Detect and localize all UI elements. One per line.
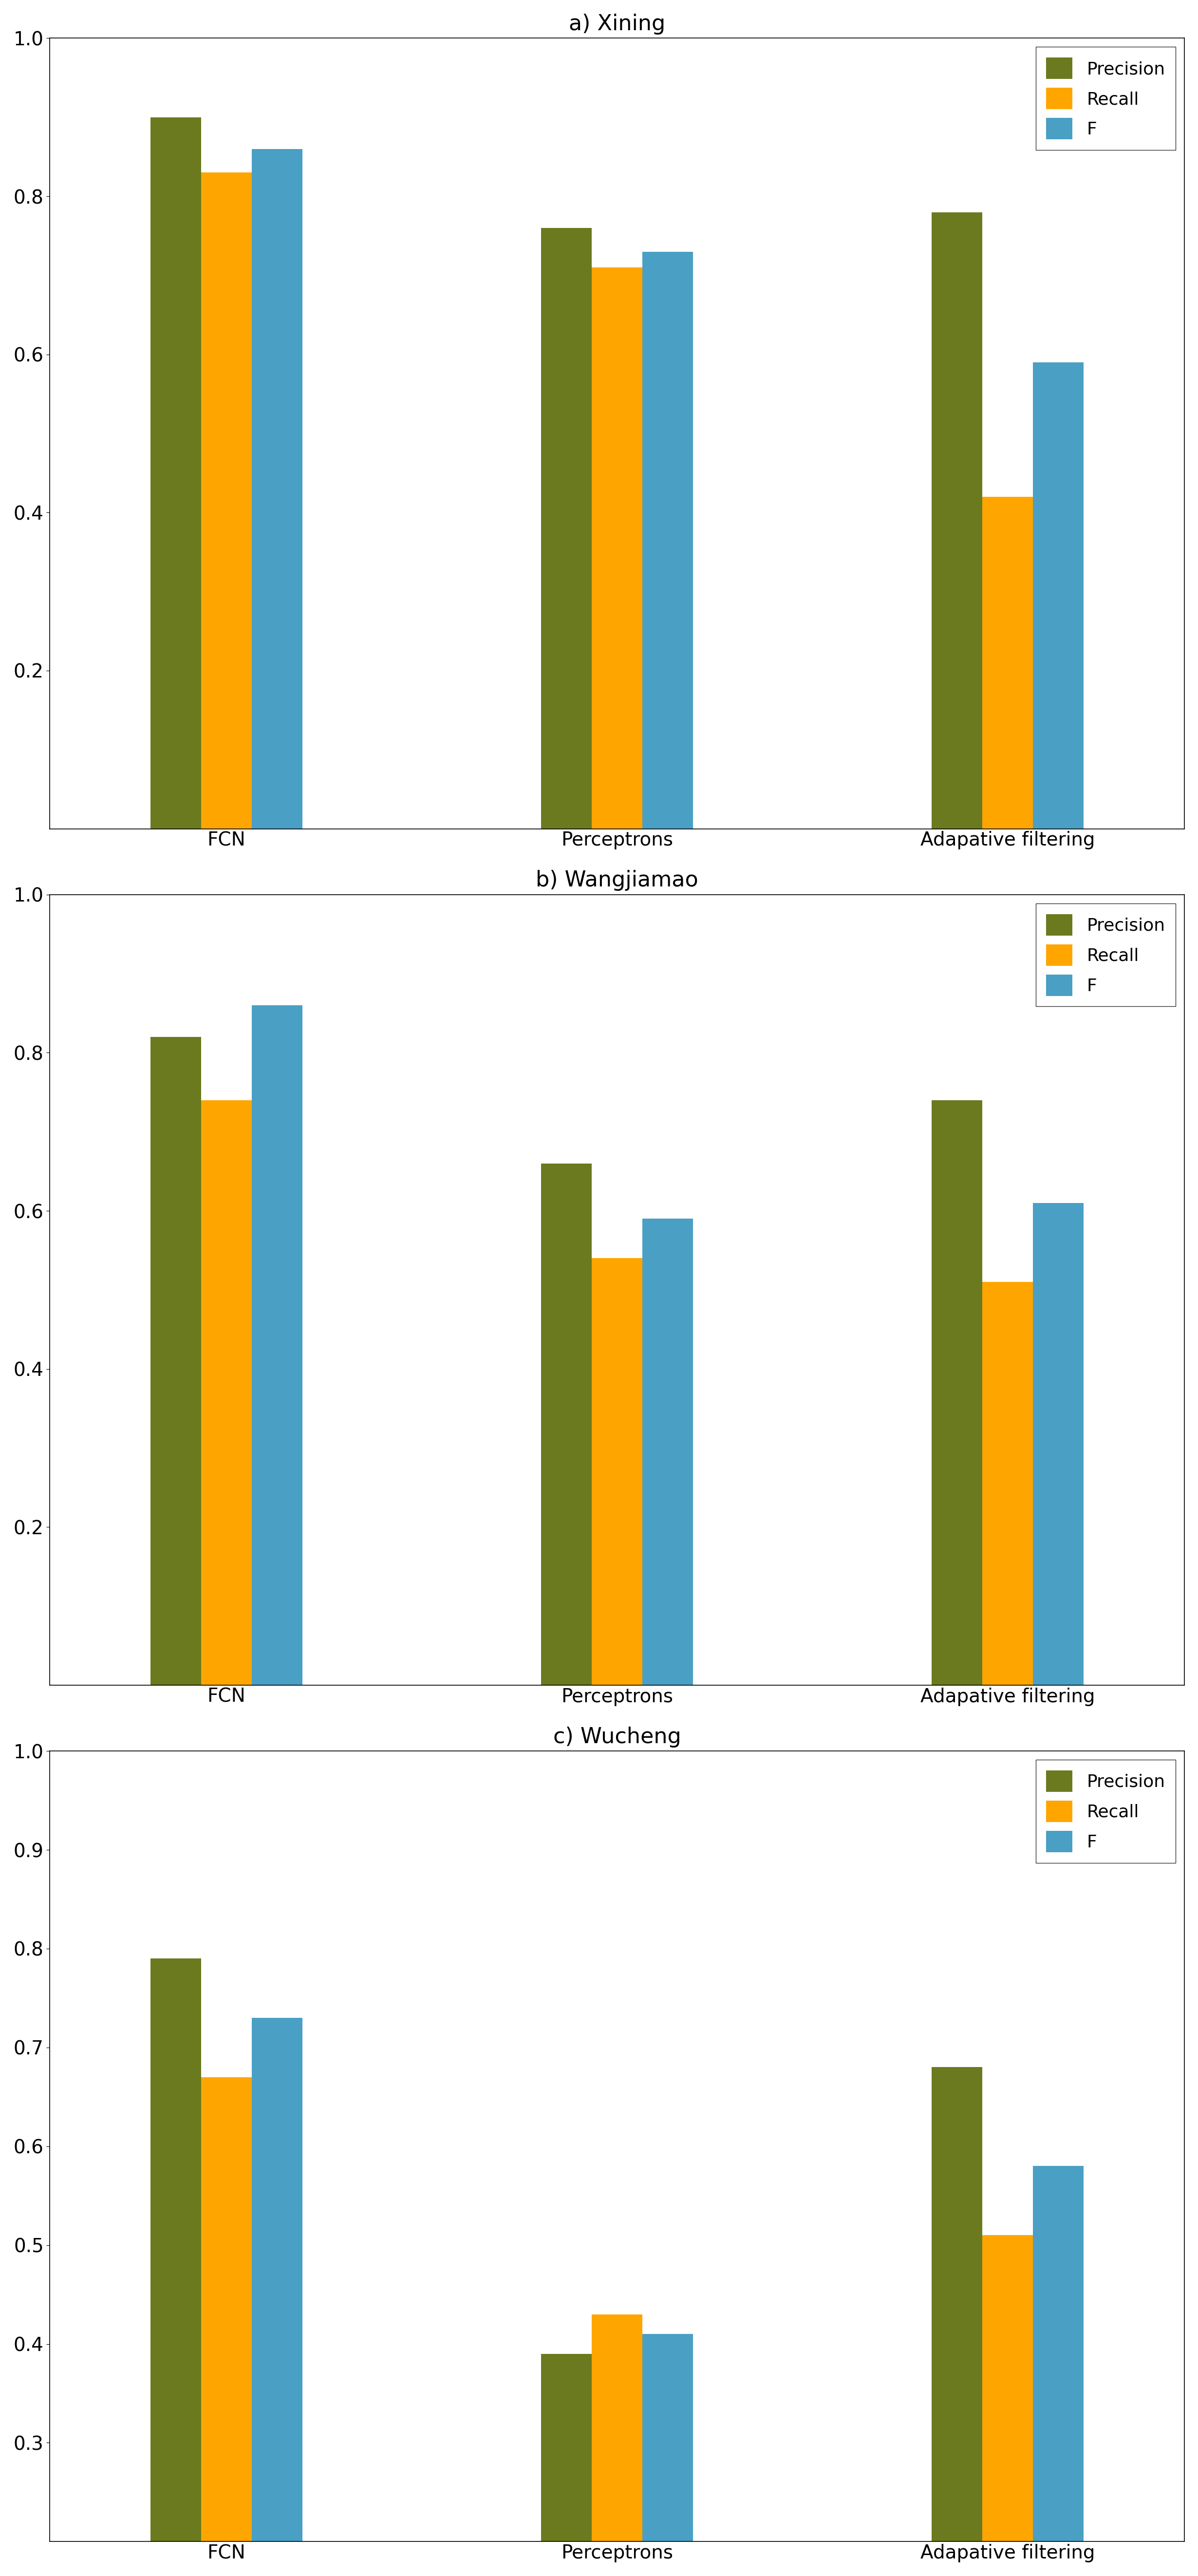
Bar <box>252 149 302 829</box>
Bar <box>932 211 982 829</box>
Bar <box>1033 363 1083 829</box>
Bar <box>642 252 692 829</box>
Bar <box>642 1218 692 1685</box>
Bar <box>642 2334 692 2576</box>
Legend: Precision, Recall, F: Precision, Recall, F <box>1035 46 1175 149</box>
Bar <box>151 118 201 829</box>
Bar <box>592 1257 642 1685</box>
Bar <box>982 497 1033 829</box>
Bar <box>201 2076 252 2576</box>
Title: c) Wucheng: c) Wucheng <box>553 1726 680 1747</box>
Bar <box>252 2017 302 2576</box>
Bar <box>982 1283 1033 1685</box>
Bar <box>151 1958 201 2576</box>
Bar <box>201 1100 252 1685</box>
Bar <box>932 2069 982 2576</box>
Bar <box>592 268 642 829</box>
Bar <box>982 2236 1033 2576</box>
Bar <box>1033 1203 1083 1685</box>
Bar <box>541 227 592 829</box>
Title: b) Wangjiamao: b) Wangjiamao <box>536 871 698 891</box>
Bar <box>592 2313 642 2576</box>
Bar <box>541 1164 592 1685</box>
Bar <box>201 173 252 829</box>
Bar <box>151 1038 201 1685</box>
Bar <box>1033 2166 1083 2576</box>
Bar <box>932 1100 982 1685</box>
Bar <box>541 2354 592 2576</box>
Legend: Precision, Recall, F: Precision, Recall, F <box>1035 1759 1175 1862</box>
Legend: Precision, Recall, F: Precision, Recall, F <box>1035 904 1175 1007</box>
Title: a) Xining: a) Xining <box>569 13 665 33</box>
Bar <box>252 1005 302 1685</box>
